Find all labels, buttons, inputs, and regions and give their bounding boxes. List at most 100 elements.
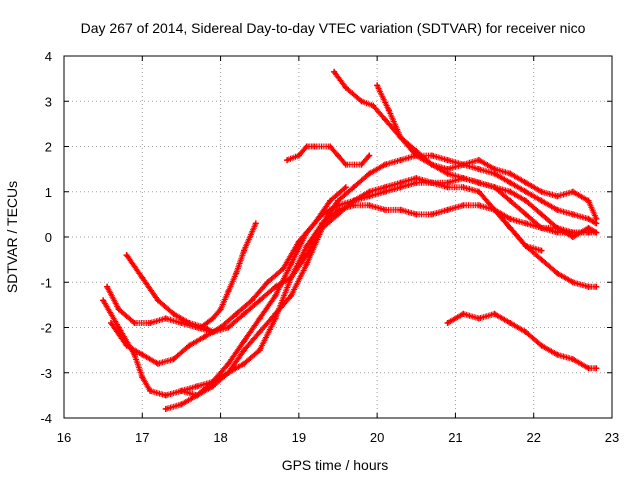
data-point	[241, 247, 248, 254]
series-10	[374, 82, 600, 222]
grid	[64, 56, 612, 418]
data-point	[303, 143, 310, 150]
data-point	[366, 170, 373, 177]
data-point	[264, 279, 271, 286]
data-point	[538, 342, 545, 349]
data-point	[241, 338, 248, 345]
data-point	[444, 179, 451, 186]
data-point	[491, 206, 498, 213]
data-point	[374, 82, 381, 89]
data-point	[569, 356, 576, 363]
data-point	[554, 206, 561, 213]
data-point	[538, 197, 545, 204]
data-point	[256, 315, 263, 322]
data-point	[147, 387, 154, 394]
data-point	[475, 157, 482, 164]
data-point	[198, 324, 204, 331]
data-point	[507, 197, 514, 204]
data-point	[225, 369, 232, 376]
data-point	[593, 365, 600, 372]
data-point	[522, 179, 529, 186]
data-point	[342, 84, 349, 91]
data-point	[593, 283, 600, 290]
data-point	[522, 211, 529, 218]
data-point	[131, 319, 138, 326]
data-point	[385, 107, 392, 114]
x-tick-label: 22	[526, 430, 540, 445]
data-point	[475, 315, 482, 322]
data-point	[342, 161, 349, 168]
data-point	[295, 152, 302, 159]
data-point	[115, 306, 122, 313]
data-point	[428, 152, 435, 159]
data-point	[104, 283, 111, 290]
series-11	[491, 206, 600, 290]
data-point	[225, 288, 232, 295]
y-tick-label: 0	[45, 230, 52, 245]
data-point	[507, 319, 514, 326]
data-point	[381, 184, 388, 191]
data-point	[194, 392, 201, 399]
data-point	[585, 283, 592, 290]
data-point	[319, 224, 326, 231]
data-point	[491, 166, 498, 173]
data-point	[413, 175, 420, 182]
data-point	[295, 238, 302, 245]
x-axis-label: GPS time / hours	[282, 457, 389, 473]
data-point	[366, 152, 373, 159]
data-point	[280, 265, 287, 272]
data-point	[147, 319, 154, 326]
data-point	[538, 256, 545, 263]
data-point	[507, 224, 514, 231]
data-point	[225, 324, 232, 331]
data-point	[522, 188, 529, 195]
series-8	[284, 143, 373, 168]
data-point	[522, 220, 529, 227]
data-point	[331, 68, 338, 75]
data-point	[397, 179, 404, 186]
data-point	[154, 360, 161, 367]
data-point	[538, 211, 545, 218]
data-point	[288, 274, 295, 281]
data-point	[522, 329, 529, 336]
data-point	[413, 211, 420, 218]
data-point	[288, 261, 295, 268]
data-point	[217, 324, 224, 331]
data-point	[154, 297, 161, 304]
data-point	[233, 310, 240, 317]
data-point	[585, 215, 592, 222]
data-point	[460, 184, 467, 191]
data-point	[178, 387, 185, 394]
y-tick-label: 4	[45, 49, 52, 64]
data-point	[327, 197, 334, 204]
chart-title: Day 267 of 2014, Sidereal Day-to-day VTE…	[81, 20, 586, 36]
series-12-trace	[444, 310, 598, 372]
x-tick-label: 16	[57, 430, 71, 445]
data-point	[460, 175, 467, 182]
data-point	[475, 179, 482, 186]
data-point	[522, 197, 529, 204]
data-point	[370, 102, 377, 109]
data-point	[272, 283, 279, 290]
data-point	[100, 297, 107, 304]
data-point	[569, 279, 576, 286]
data-point	[444, 206, 451, 213]
data-point	[538, 247, 545, 254]
data-point	[358, 98, 365, 105]
series-9	[331, 68, 600, 240]
data-point	[123, 252, 130, 259]
data-point	[538, 188, 545, 195]
data-point	[186, 319, 193, 326]
x-tick-label: 18	[213, 430, 227, 445]
data-point	[252, 220, 259, 227]
data-point	[186, 342, 193, 349]
data-point	[428, 211, 435, 218]
data-point	[123, 342, 130, 349]
data-point	[288, 292, 295, 299]
data-point	[593, 229, 600, 236]
data-point	[335, 152, 341, 159]
data-point	[491, 310, 498, 317]
data-point	[569, 188, 576, 195]
data-point	[217, 306, 224, 313]
